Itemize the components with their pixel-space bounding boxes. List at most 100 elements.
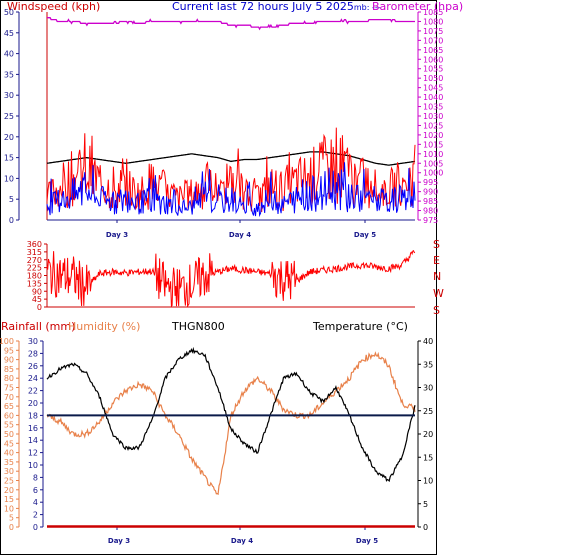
rainfall-axis-tick-label: 65 [4, 402, 14, 411]
direction-axis-tick-label: 180 [27, 272, 42, 281]
humidity-axis-tick-label: 26 [28, 362, 38, 371]
barometer-axis-tick-label: 980 [423, 207, 438, 216]
bot-day-label: Day 4 [231, 537, 253, 545]
rainfall-axis-tick-label: 25 [4, 477, 14, 486]
rainfall-axis-tick-label: 85 [4, 365, 14, 374]
top-day-label: Day 5 [354, 231, 376, 239]
compass-label-w: W [433, 287, 444, 300]
rainfall-axis-tick-label: 20 [4, 486, 14, 495]
barometer-axis-tick-label: 1045 [423, 84, 443, 93]
direction-axis-tick-label: 360 [27, 240, 42, 249]
barometer-axis-tick-label: 975 [423, 216, 438, 225]
direction-axis-tick-label: 270 [27, 256, 42, 265]
wind-direction-plot [46, 249, 416, 308]
barometer-axis-title: Barometer (hpa) [372, 0, 463, 13]
direction-axis-tick-label: 45 [32, 295, 42, 304]
humidity-axis-tick-label: 28 [28, 349, 38, 358]
humidity-axis-tick-label: 2 [33, 511, 38, 520]
temperature-axis-tick-label: 40 [423, 337, 433, 346]
windspeed-axis-tick-label: 30 [4, 91, 14, 100]
windspeed-axis-tick-label: 35 [4, 70, 14, 79]
windspeed-axis-tick-label: 15 [4, 154, 14, 163]
top-day-label: Day 4 [229, 231, 251, 239]
windspeed-axis-tick-label: 20 [4, 133, 14, 142]
barometer-axis-tick-label: 1000 [423, 169, 443, 178]
temperature-axis-title: Temperature (°C) [312, 320, 408, 333]
barometer-axis-tick-label: 1065 [423, 46, 443, 55]
rainfall-axis-tick-label: 95 [4, 346, 14, 355]
humidity-axis-tick-label: 24 [28, 374, 38, 383]
humidity-axis-tick-label: 20 [28, 399, 38, 408]
barometer-axis-tick-label: 1075 [423, 27, 443, 36]
barometer-axis-tick-label: 1030 [423, 112, 443, 121]
humidity-axis-tick-label: 14 [28, 436, 38, 445]
humidity-axis-tick-label: 18 [28, 411, 38, 420]
top-panel-plot [46, 17, 416, 218]
temperature-axis-tick-label: 20 [423, 430, 433, 439]
direction-axis-tick-label: 225 [27, 264, 42, 273]
temperature-axis-tick-label: 25 [423, 407, 433, 416]
windspeed-axis-tick-label: 5 [9, 195, 14, 204]
humidity-axis-tick-label: 10 [28, 461, 38, 470]
station-label: THGN800 [171, 320, 225, 333]
humidity-axis-tick-label: 8 [33, 473, 38, 482]
humidity-axis-tick-label: 4 [33, 498, 38, 507]
top-series-3 [46, 162, 416, 218]
bot-day-label: Day 3 [108, 537, 130, 545]
chart-title-main: Current last 72 hours July 5 2025 [172, 0, 354, 13]
windspeed-axis-tick-label: 25 [4, 112, 14, 121]
barometer-axis-tick-label: 985 [423, 197, 438, 206]
humidity-axis-tick-label: 0 [33, 523, 38, 532]
rainfall-axis-tick-label: 55 [4, 421, 14, 430]
barometer-axis-tick-label: 1015 [423, 140, 443, 149]
rainfall-axis-tick-label: 5 [9, 514, 14, 523]
windspeed-axis-title: Windspeed (kph) [7, 0, 100, 13]
temperature-axis-tick-label: 10 [423, 477, 433, 486]
windspeed-axis-tick-label: 0 [9, 216, 14, 225]
compass-label-s1: S [433, 238, 440, 251]
barometer-axis-tick-label: 1085 [423, 8, 443, 17]
barometer-axis-tick-label: 1050 [423, 74, 443, 83]
barometer-axis-tick-label: 1025 [423, 121, 443, 130]
top-panel-axes: 0510152025303540455097598098599099510001… [4, 8, 444, 239]
humidity-axis-tick-label: 22 [28, 387, 38, 396]
windspeed-axis-tick-label: 40 [4, 50, 14, 59]
compass-label-n: N [433, 270, 441, 283]
top-series-1 [46, 151, 416, 166]
humidity-axis-tick-label: 6 [33, 486, 38, 495]
compass-labels: S E N W S [433, 238, 444, 317]
rainfall-axis-tick-label: 15 [4, 495, 14, 504]
direction-axis-tick-label: 0 [37, 303, 42, 312]
temperature-axis-tick-label: 15 [423, 453, 433, 462]
humidity-axis-tick-label: 12 [28, 449, 38, 458]
windspeed-axis-tick-label: 45 [4, 29, 14, 38]
compass-label-s2: S [433, 304, 440, 317]
compass-label-e: E [433, 254, 440, 267]
rainfall-axis-tick-label: 50 [4, 430, 14, 439]
direction-axis-tick-label: 90 [32, 287, 42, 296]
top-day-label: Day 3 [106, 231, 128, 239]
rainfall-axis-tick-label: 60 [4, 411, 14, 420]
barometer-axis-tick-label: 1005 [423, 159, 443, 168]
temperature-axis-tick-label: 35 [423, 360, 433, 369]
barometer-axis-tick-label: 1040 [423, 93, 443, 102]
top-series-0 [47, 17, 415, 31]
humidity-axis-tick-label: 16 [28, 424, 38, 433]
windspeed-axis-tick-label: 50 [4, 8, 14, 17]
rainfall-axis-tick-label: 10 [4, 504, 14, 513]
rainfall-axis-tick-label: 0 [9, 523, 14, 532]
wind-direction-line [46, 249, 416, 308]
rainfall-axis-tick-label: 75 [4, 384, 14, 393]
rainfall-axis-tick-label: 30 [4, 467, 14, 476]
rainfall-axis-tick-label: 40 [4, 449, 14, 458]
windspeed-axis-tick-label: 10 [4, 174, 14, 183]
outer-frame [0, 0, 437, 555]
humidity-axis-title: Humidity (%) [68, 320, 140, 333]
temperature-axis-tick-label: 30 [423, 384, 433, 393]
direction-axis-tick-label: 135 [27, 279, 42, 288]
bottom-panel-plot [46, 346, 416, 528]
rainfall-axis-tick-label: 90 [4, 356, 14, 365]
barometer-axis-tick-label: 1060 [423, 55, 443, 64]
